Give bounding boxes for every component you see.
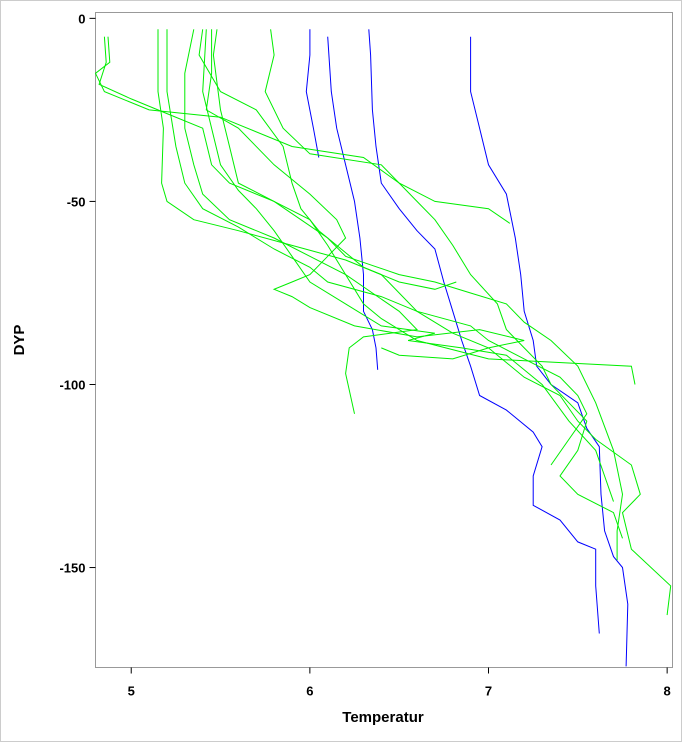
plot-frame (95, 12, 673, 668)
profile-line (94, 36, 511, 224)
y-tick-label: -100 (59, 377, 85, 392)
profile-line (264, 29, 623, 539)
profile-line (368, 29, 600, 634)
x-tick-label: 6 (306, 684, 313, 699)
x-tick-label: 5 (128, 684, 135, 699)
profile-line (470, 36, 629, 667)
profile-line (184, 29, 419, 414)
profile-line (305, 29, 320, 158)
x-tick-label: 7 (485, 684, 492, 699)
y-tick-label: -150 (59, 561, 85, 576)
y-tick-label: -50 (67, 194, 86, 209)
profile-line (157, 29, 672, 616)
profile-line (202, 29, 614, 502)
profile-line (212, 29, 624, 561)
profile-line (205, 29, 525, 360)
y-axis-title: DYP (11, 325, 28, 356)
profile-line (166, 29, 588, 466)
x-tick-label: 8 (664, 684, 671, 699)
profile-line (198, 29, 457, 290)
x-axis-title: Temperatur (342, 709, 424, 726)
y-tick-label: 0 (78, 11, 85, 26)
